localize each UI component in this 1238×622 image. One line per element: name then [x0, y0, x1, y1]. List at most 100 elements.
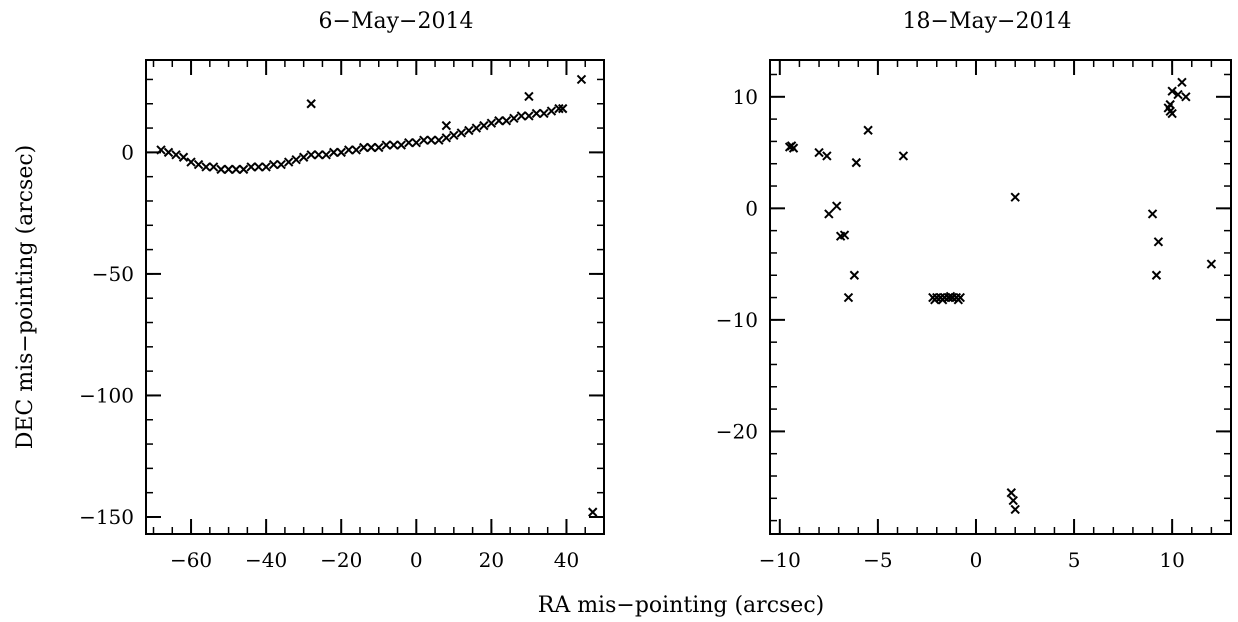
data-point [479, 120, 489, 131]
data-point [231, 164, 241, 175]
data-point [404, 137, 414, 148]
x-tick-label: −10 [759, 548, 801, 572]
data-point [1167, 108, 1177, 119]
x-axis-label: RA mis−pointing (arcsec) [538, 593, 824, 618]
data-point [1147, 209, 1158, 219]
data-point [374, 142, 384, 153]
data-point [524, 111, 534, 121]
data-point [186, 157, 196, 167]
data-point [786, 141, 797, 151]
data-point [1010, 192, 1020, 202]
data-point [441, 133, 452, 143]
y-axis-label: DEC mis−pointing (arcsec) [13, 145, 38, 450]
data-point [863, 125, 873, 135]
data-point [1181, 92, 1191, 102]
data-point [223, 164, 234, 175]
data-point [321, 150, 331, 160]
data-point [306, 99, 316, 109]
data-point [831, 201, 842, 211]
data-point [313, 150, 324, 160]
data-point [336, 147, 346, 158]
data-point [419, 135, 429, 145]
data-point [486, 118, 497, 128]
data-point [1165, 99, 1175, 110]
data-point [546, 106, 557, 116]
data-point [494, 116, 504, 126]
plot-frame-may-6 [145, 59, 605, 535]
ticks-may-18: −10 −5 0 5 10 10 0 −10 −20 [716, 60, 1232, 572]
data-point [898, 151, 909, 161]
x-tick-label: 20 [479, 548, 504, 572]
data-point [208, 162, 219, 172]
panel-may-18: 18−May−2014 −10 −5 0 5 10 10 0 −10 −20 [716, 9, 1232, 572]
data-point [576, 74, 587, 85]
data-point [1008, 495, 1018, 506]
data-point [381, 140, 391, 150]
data-point [509, 113, 519, 124]
data-point [945, 291, 956, 302]
x-tick-label: −60 [170, 548, 212, 572]
y-tick-label: −100 [79, 383, 134, 407]
data-point [1177, 77, 1187, 88]
data-point [178, 152, 189, 162]
data-point [588, 507, 598, 517]
x-tick-label: −20 [320, 548, 362, 572]
data-point [171, 150, 181, 160]
y-tick-label: −150 [79, 505, 134, 529]
data-point [396, 140, 406, 150]
x-tick-label: 10 [1159, 548, 1184, 572]
data-point [283, 157, 294, 167]
data-point [554, 103, 564, 114]
data-point [531, 108, 542, 119]
data-point [238, 164, 249, 175]
data-point [849, 270, 860, 280]
data-point [246, 162, 256, 172]
data-point [953, 295, 964, 305]
data-point [824, 209, 834, 219]
y-tick-label: 0 [121, 140, 134, 164]
data-point [426, 135, 437, 145]
data-point [1010, 504, 1020, 515]
data-point [471, 123, 482, 133]
y-tick-label: −10 [716, 308, 758, 332]
data-point [306, 150, 316, 160]
data-point [434, 135, 444, 145]
y-tick-label: 0 [745, 196, 758, 220]
data-point [344, 145, 354, 155]
data-point [298, 152, 309, 162]
data-point [937, 295, 948, 305]
data-point [276, 159, 286, 170]
data-point [1206, 259, 1217, 269]
y-tick-label: −50 [92, 262, 134, 286]
panel-may-6: 6−May−2014 −60 −40 −20 0 20 40 0 −50 −100 −150 [79, 9, 605, 572]
plot-frame-may-18 [769, 59, 1232, 535]
data-point [268, 159, 279, 170]
data-point [839, 230, 850, 240]
data-point [261, 162, 271, 172]
x-tick-label: 0 [410, 548, 423, 572]
data-point [524, 91, 534, 102]
data-point [156, 145, 166, 155]
data-point [253, 162, 264, 172]
points-may-6 [156, 74, 598, 517]
x-tick-label: 5 [1068, 548, 1081, 572]
data-point [456, 128, 467, 138]
data-point [1167, 86, 1177, 96]
data-point [822, 151, 832, 161]
x-tick-label: 0 [970, 548, 983, 572]
ticks-may-6: −60 −40 −20 0 20 40 0 −50 −100 −150 [79, 60, 605, 572]
data-point [193, 159, 204, 170]
data-point [449, 130, 459, 141]
y-tick-label: −20 [716, 419, 758, 443]
data-point [359, 142, 369, 153]
chart-title-may-18: 18−May−2014 [903, 9, 1072, 34]
data-point [389, 140, 399, 150]
data-point [1173, 89, 1183, 100]
chart-title-may-6: 6−May−2014 [319, 9, 474, 34]
data-point [930, 295, 940, 305]
data-point [516, 111, 527, 121]
data-point [843, 292, 854, 303]
x-tick-label: −5 [863, 548, 892, 572]
data-point [814, 147, 824, 158]
